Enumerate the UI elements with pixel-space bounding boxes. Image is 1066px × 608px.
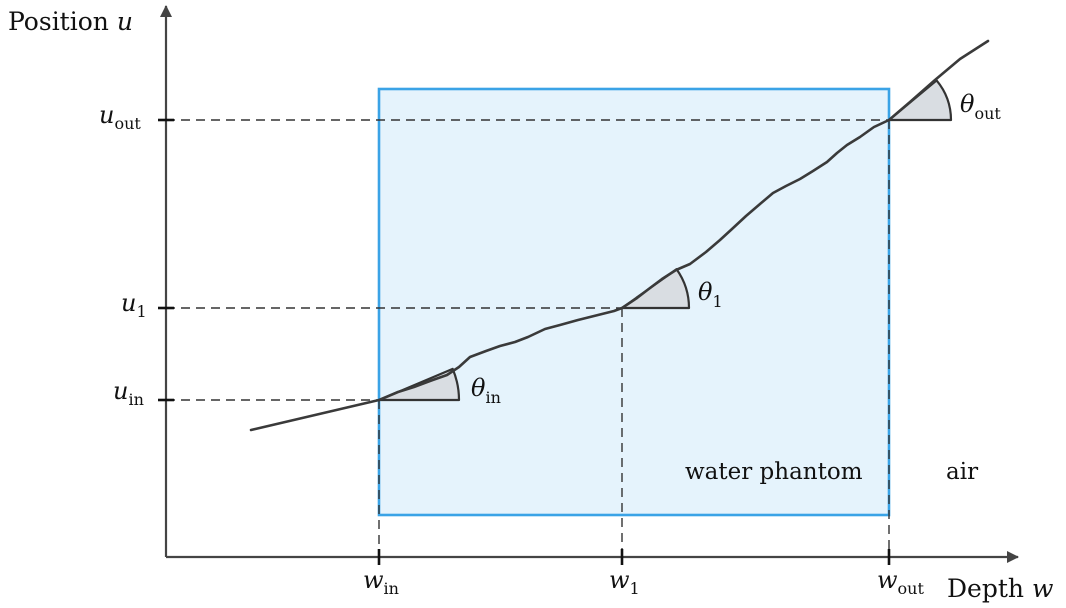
water-phantom-label: water phantom	[685, 459, 863, 485]
tick-label-w-out: wout	[877, 566, 924, 598]
angle-label-in-main: θ	[471, 374, 486, 402]
angle-label-out: θout	[960, 90, 1001, 123]
x-axis-title-prefix: Depth	[947, 574, 1032, 603]
tick-label-u-in-sub: in	[128, 390, 143, 409]
tick-label-u-1: u1	[121, 289, 147, 321]
guide-lines	[166, 119, 890, 557]
tick-label-u-out-main: u	[99, 101, 114, 129]
tick-label-w-in: win	[363, 566, 399, 598]
tick-label-w-in-main: w	[363, 566, 384, 594]
angle-label-out-sub: out	[974, 104, 1001, 123]
particle-track	[249, 39, 990, 432]
tick-marks	[158, 118, 891, 565]
tick-label-u-in-main: u	[113, 377, 128, 405]
tick-label-w-in-sub: in	[384, 579, 399, 598]
tick-label-w-out-sub: out	[898, 579, 925, 598]
y-axis-title: Position u	[8, 7, 133, 36]
tick-label-u-1-main: u	[121, 289, 136, 317]
y-axis-title-var: u	[117, 7, 133, 36]
x-axis-title: Depth w	[947, 574, 1053, 603]
tick-label-w-out-main: w	[877, 566, 898, 594]
tick-label-u-out-sub: out	[114, 114, 141, 133]
tick-label-w-1-sub: 1	[630, 579, 640, 598]
angle-label-1-sub: 1	[712, 292, 722, 311]
tick-label-w-1: w1	[609, 566, 640, 598]
air-label: air	[946, 459, 978, 485]
angle-wedge-out	[887, 79, 953, 122]
tick-label-u-in: uin	[113, 377, 144, 409]
angle-label-1-main: θ	[698, 278, 713, 306]
y-axis-title-prefix: Position	[8, 7, 117, 36]
angle-label-in-sub: in	[485, 388, 500, 407]
angle-label-1: θ1	[698, 278, 723, 311]
x-axis-title-var: w	[1032, 574, 1053, 603]
angle-label-in: θin	[471, 374, 501, 407]
angle-label-out-main: θ	[960, 90, 975, 118]
tick-label-u-1-sub: 1	[136, 302, 146, 321]
tick-label-u-out: uout	[99, 101, 141, 133]
tick-label-w-1-main: w	[609, 566, 630, 594]
